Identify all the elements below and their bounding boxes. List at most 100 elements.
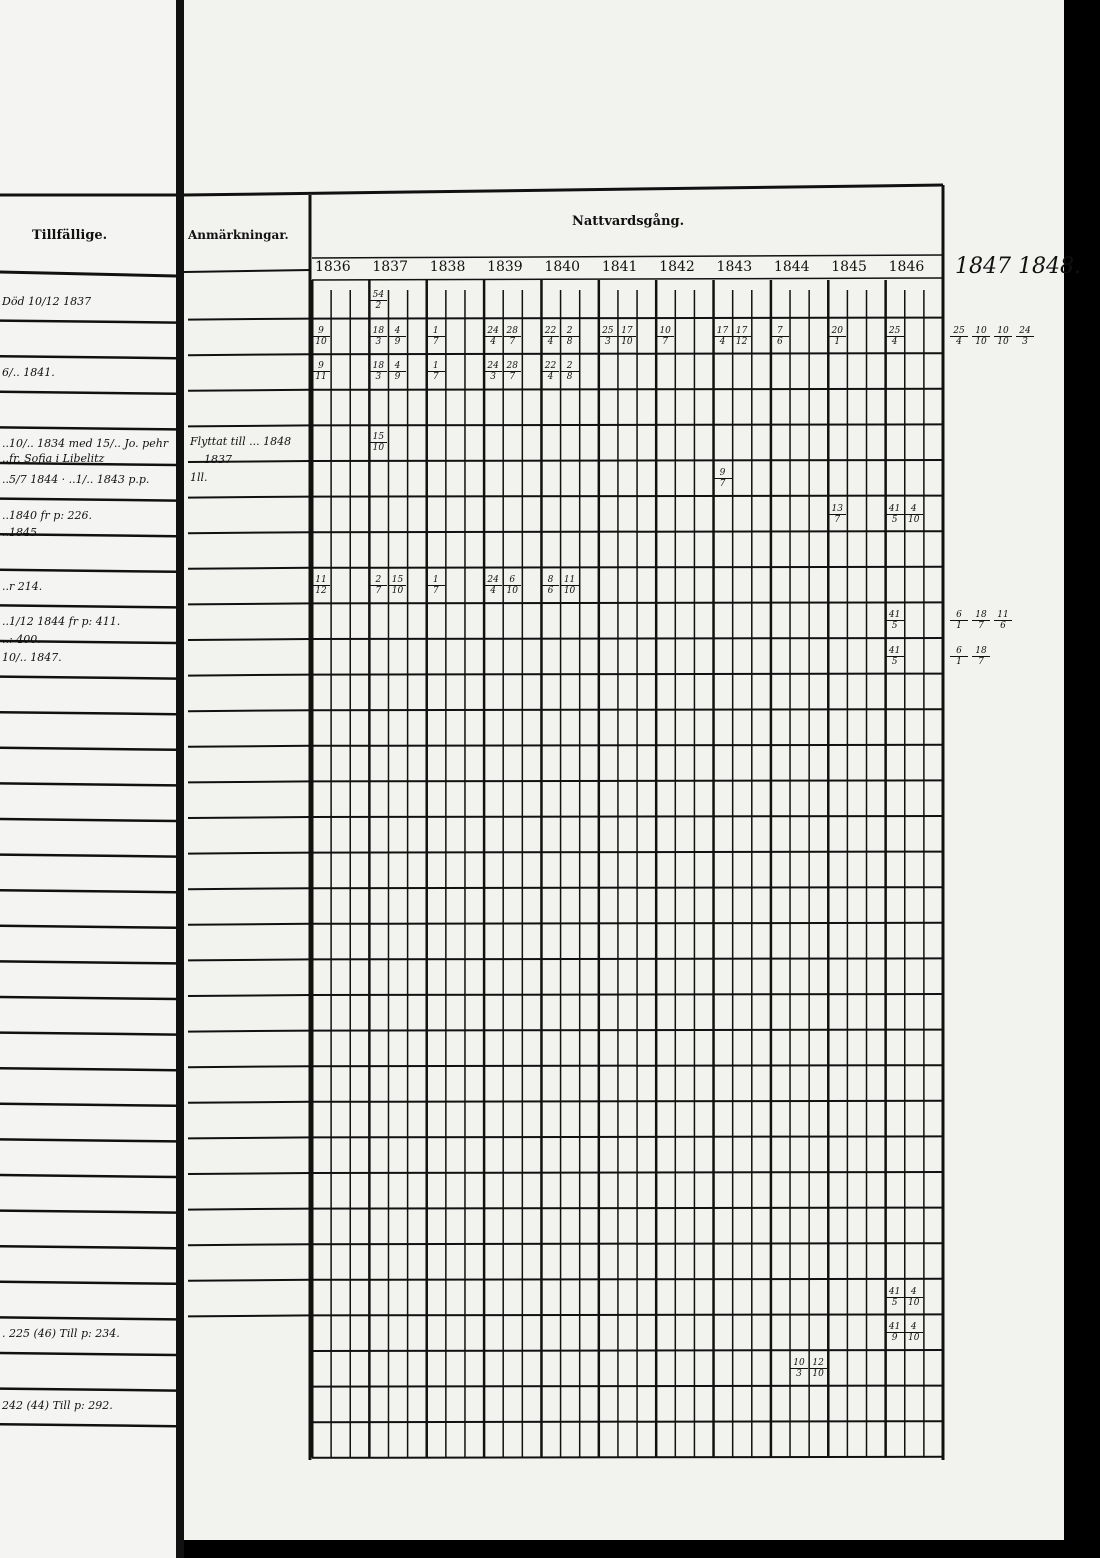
remarks-row-line <box>187 1029 311 1033</box>
communion-date: 17 12 <box>732 326 751 347</box>
left-row-line <box>0 995 177 1001</box>
left-row-line <box>0 568 177 574</box>
left-page <box>0 0 178 1558</box>
header-anmarkningar: Anmärkningar. <box>188 228 289 242</box>
row-line <box>311 1135 944 1139</box>
remarks-row-line <box>187 1065 311 1069</box>
left-note: ..1845 <box>2 526 37 540</box>
row-line <box>311 601 944 605</box>
left-row-line <box>0 960 177 965</box>
communion-date: 24 4 <box>484 326 503 347</box>
margin-date: 25 4 <box>950 326 968 347</box>
year-header: 1845 <box>831 259 867 275</box>
row-line <box>311 921 944 925</box>
row-line <box>311 316 944 320</box>
left-row-line <box>0 853 177 858</box>
left-note: 10/.. 1847. <box>2 651 62 664</box>
row-line <box>311 1099 944 1103</box>
row-line <box>311 1206 944 1210</box>
remarks-row-line <box>187 744 311 748</box>
year-header: 1842 <box>659 259 695 275</box>
left-row-line <box>0 710 177 716</box>
left-row-line <box>0 1102 177 1108</box>
remarks-row-line <box>187 317 311 321</box>
remarks-row-line <box>187 1243 311 1247</box>
row-line <box>311 423 944 427</box>
year-header: 1846 <box>888 259 925 275</box>
left-row-line <box>0 604 177 609</box>
communion-date: 17 10 <box>617 326 636 347</box>
row-line <box>311 387 944 391</box>
left-row-line <box>0 461 177 467</box>
left-row-line <box>0 1244 177 1250</box>
row-line <box>311 957 944 961</box>
remarks-row-line <box>187 1314 311 1318</box>
left-row-line <box>0 1209 177 1214</box>
row-line <box>311 1064 944 1068</box>
remarks-row-line <box>187 816 311 819</box>
year-header: 1844 <box>773 259 810 275</box>
left-row-line <box>0 1138 177 1143</box>
communion-date: 12 10 <box>809 1358 828 1379</box>
remarks-row-line <box>187 388 311 392</box>
row-line <box>311 850 944 854</box>
left-row-line <box>0 426 177 431</box>
header-tillfallige: Tillfällige. <box>32 228 108 243</box>
left-row-line <box>0 1422 177 1428</box>
year-header: 1838 <box>429 259 466 275</box>
communion-date: 13 7 <box>828 504 847 525</box>
year-header: 1840 <box>544 259 581 275</box>
remarks-row-line <box>187 994 311 997</box>
remarks-row-line <box>187 1278 311 1282</box>
communion-date: 11 10 <box>560 575 579 596</box>
remarks-row-line <box>187 495 311 499</box>
communion-date: 25 3 <box>598 326 617 347</box>
communion-date: 9 11 <box>312 361 330 382</box>
communion-date: 18 3 <box>369 361 388 382</box>
left-row-line <box>0 1066 177 1072</box>
communion-date: 25 4 <box>885 326 904 347</box>
row-line <box>311 672 944 676</box>
left-note: ..fr. Sofia i Libelitz <box>2 451 105 465</box>
communion-date: 22 4 <box>541 361 560 382</box>
remarks-row-line <box>187 638 311 641</box>
left-row-line <box>0 817 177 823</box>
book-gutter <box>176 0 184 1558</box>
left-note: ..: 400. <box>2 633 41 647</box>
row-line <box>311 1171 944 1174</box>
left-row-line <box>0 782 177 787</box>
remark-note: 1ll. <box>190 471 208 484</box>
remarks-row-line <box>187 1100 311 1104</box>
remark-note: ... 1837 <box>190 453 232 467</box>
remarks-row-line <box>187 460 311 463</box>
left-row-line <box>0 1031 177 1036</box>
remarks-row-line <box>187 1136 311 1140</box>
row-line <box>311 530 944 534</box>
remarks-header-rule <box>183 269 311 273</box>
left-row-line <box>0 1316 177 1321</box>
communion-date: 11 12 <box>312 575 330 596</box>
row-line <box>311 1313 944 1317</box>
left-row-line <box>0 639 177 645</box>
communion-date: 10 7 <box>656 326 675 347</box>
year-underline <box>311 277 944 281</box>
row-line <box>311 1242 944 1246</box>
row-line <box>311 886 944 890</box>
row-line <box>311 993 944 996</box>
year-header: 1839 <box>487 259 523 275</box>
communion-date: 28 7 <box>503 361 522 382</box>
margin-date: 18 7 <box>972 610 990 631</box>
left-row-line <box>0 497 177 502</box>
row-line <box>311 1420 944 1424</box>
communion-date: 24 3 <box>484 361 503 382</box>
communion-date: 15 10 <box>369 432 388 453</box>
